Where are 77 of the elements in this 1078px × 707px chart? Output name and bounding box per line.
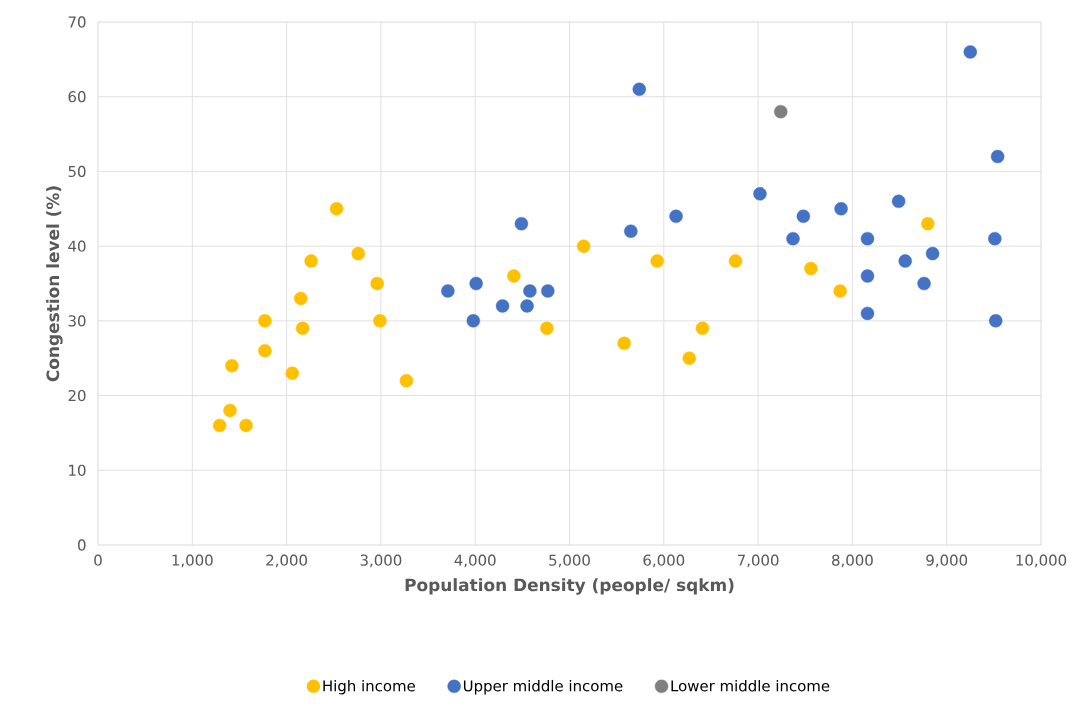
x-tick-label: 0: [94, 554, 102, 566]
point: [258, 344, 272, 358]
x-tick-label: 3,000: [360, 554, 402, 568]
point: [469, 276, 483, 291]
y-tick-label: 0: [77, 539, 86, 551]
point: [225, 358, 239, 373]
point: [860, 306, 875, 321]
point: [917, 276, 931, 291]
y-tick-label: 60: [68, 91, 86, 103]
y-axis-title: Congestion level (%): [46, 186, 63, 382]
point: [370, 276, 384, 291]
point: [695, 321, 710, 336]
y-tick-label: 10: [69, 464, 86, 476]
x-tick-label: 9,000: [926, 554, 968, 568]
point: [891, 194, 906, 209]
point: [921, 217, 935, 231]
point: [466, 314, 481, 328]
x-tick-label: 8,000: [832, 554, 873, 568]
point: [523, 284, 537, 298]
legend-label: Upper middle income: [463, 679, 623, 695]
legend-label: Lower middle income: [671, 679, 830, 692]
point: [774, 104, 788, 119]
legend-label: High income: [323, 679, 415, 695]
point: [617, 336, 631, 350]
point: [541, 284, 555, 298]
point: [540, 321, 554, 336]
point: [860, 269, 875, 283]
point: [796, 209, 811, 223]
y-tick-label: 40: [68, 240, 86, 252]
point: [495, 299, 510, 313]
y-tick-label: 50: [68, 165, 86, 178]
x-tick-label: 1,000: [172, 554, 213, 568]
point: [520, 299, 534, 313]
x-tick-label: 7,000: [737, 554, 779, 568]
point: [632, 82, 646, 96]
point: [514, 217, 529, 231]
y-tick-label: 30: [68, 315, 86, 327]
point: [963, 45, 977, 59]
point: [441, 284, 455, 298]
y-tick-label: 70: [68, 16, 86, 28]
x-tick-label: 4,000: [454, 554, 496, 568]
y-tick-label: 20: [68, 389, 86, 402]
x-tick-label: 2,000: [266, 554, 307, 568]
point: [898, 254, 912, 268]
point: [576, 239, 591, 253]
point: [650, 254, 664, 268]
point: [239, 418, 253, 433]
point: [351, 246, 365, 261]
point: [728, 254, 743, 268]
point: [399, 373, 414, 388]
point: [925, 246, 940, 261]
point: [373, 314, 387, 328]
point: [682, 351, 696, 365]
point: [223, 403, 237, 418]
point: [833, 284, 847, 298]
point: [860, 231, 875, 246]
point: [258, 314, 272, 328]
point: [212, 418, 227, 433]
point: [295, 321, 310, 336]
point: [329, 202, 344, 216]
point: [786, 231, 800, 246]
point: [507, 269, 521, 283]
point: [304, 254, 318, 268]
point: [753, 187, 767, 201]
x-tick-label: 6,000: [643, 554, 685, 568]
point: [834, 202, 848, 216]
x-tick-label: 5,000: [549, 554, 590, 568]
point: [990, 149, 1005, 164]
point: [804, 261, 818, 276]
point: [989, 314, 1003, 328]
point: [285, 366, 299, 380]
x-tick-label: 10,000: [1016, 554, 1067, 568]
x-axis-title: Population Density (people/ sqkm): [405, 578, 734, 595]
point: [988, 231, 1002, 246]
point: [624, 224, 638, 238]
point: [294, 291, 308, 306]
point: [669, 209, 683, 223]
